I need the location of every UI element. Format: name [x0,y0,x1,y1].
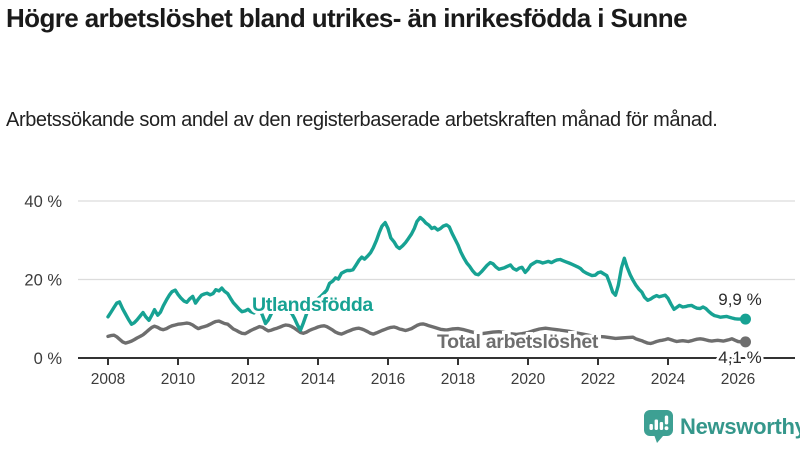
series-label: Total arbetslöshet [437,331,599,353]
y-axis-tick-label: 0 % [34,350,63,368]
x-axis-tick-label: 2016 [371,371,405,388]
newsworthy-icon [644,410,673,443]
x-axis-tick-label: 2020 [511,371,546,388]
x-axis-tick-label: 2010 [161,371,196,388]
x-axis-tick-label: 2012 [231,371,265,388]
x-axis-tick-label: 2008 [91,371,125,388]
y-axis-tick-label: 40 % [24,193,62,211]
y-axis-tick-label: 20 % [24,272,62,290]
series-end-value-label: 4,1 % [718,348,761,367]
line-chart-canvas: 0 % 20 % 40 % 2008 2010 2012 2014 2016 2018 2020 2… [24,193,795,388]
x-axis-tick-label: 2014 [301,371,336,388]
chart-subtitle: Arbetssökande som andel av den registerb… [6,109,718,131]
series-end-dot [740,313,751,325]
series-label: Utlandsfödda [252,294,373,316]
line-chart: 0 % 20 % 40 % 2008 2010 2012 2014 2016 2018 2020 2… [0,180,800,410]
page-title: Högre arbetslöshet bland utrikes- än inr… [6,3,688,33]
x-axis-tick-label: 2018 [441,371,475,388]
x-axis-tick-label: 2022 [581,371,615,388]
series-end-value-label: 9,9 % [718,290,761,309]
series-end-dot [740,336,751,348]
series-line-total [106,319,744,346]
x-axis-tick-label: 2026 [721,371,755,388]
series-line-utlandsfodda [106,215,744,332]
x-axis-tick-label: 2024 [651,371,686,388]
newsworthy-wordmark: Newsworthy [680,413,800,439]
newsworthy-logo[interactable]: Newsworthy [644,410,800,443]
